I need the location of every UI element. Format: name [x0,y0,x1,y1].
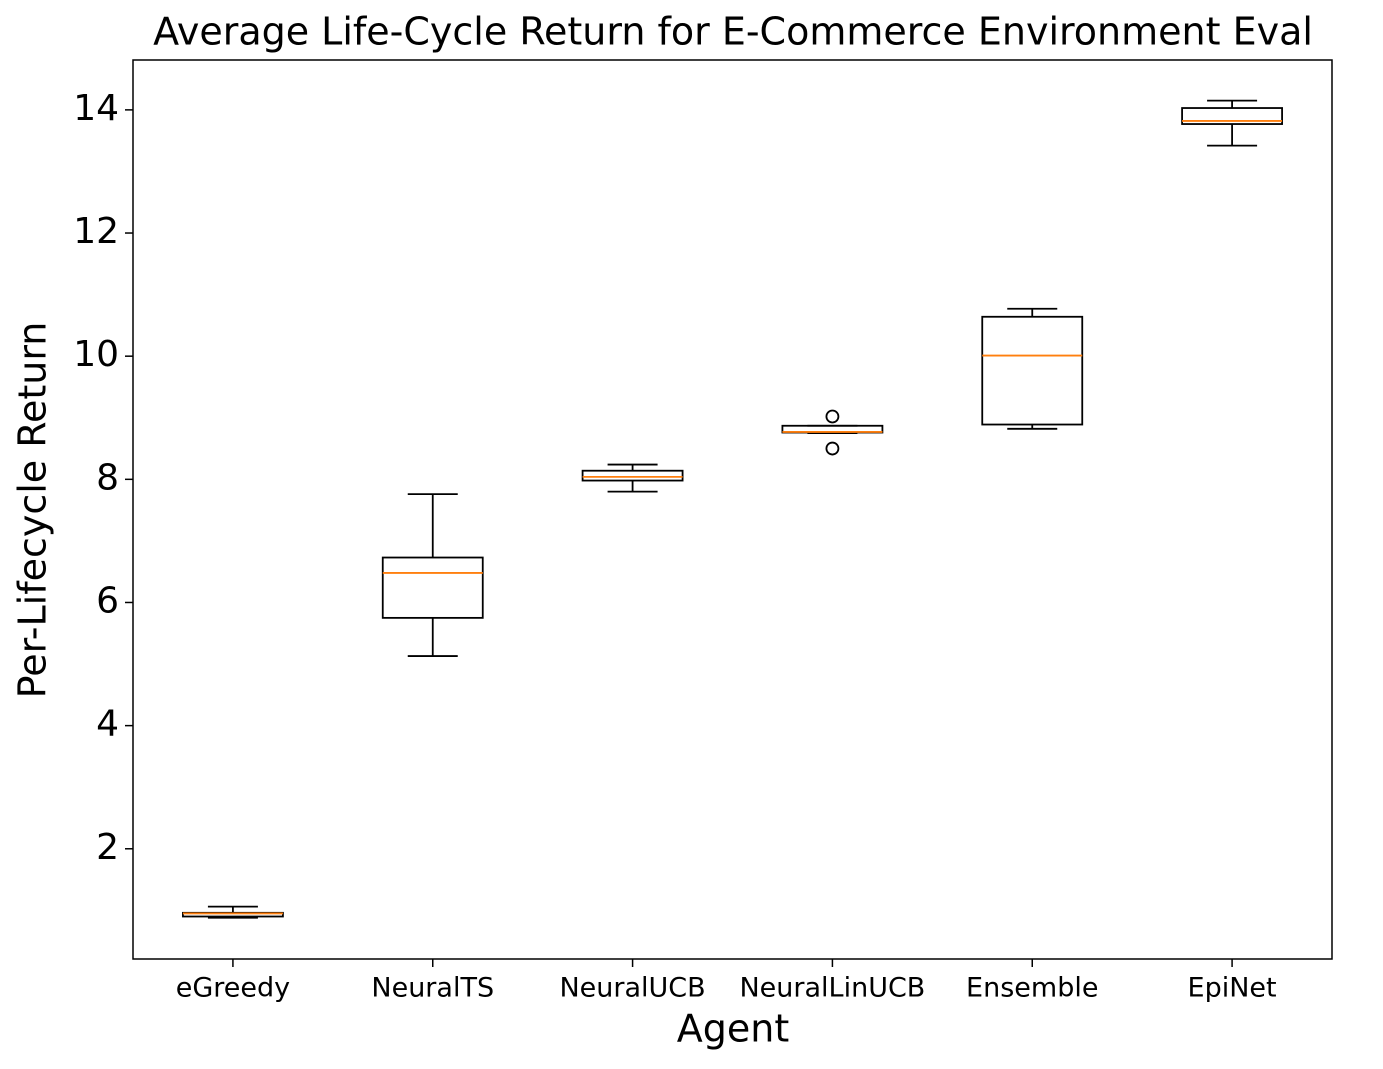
y-tick-label: 14 [73,88,119,129]
x-tick-label: NeuralLinUCB [739,973,925,1004]
y-tick-label: 4 [96,704,119,745]
plot-frame [132,59,1333,960]
y-tick-label: 6 [96,580,119,621]
box [1181,107,1283,125]
x-tick-label: NeuralUCB [559,973,705,1004]
x-tick-label: EpiNet [1188,973,1277,1004]
y-axis-label: Per-Lifecycle Return [11,322,55,699]
y-tick-label: 8 [96,457,119,498]
y-tick-label: 2 [96,827,119,868]
box [981,315,1084,426]
x-tick-label: Ensemble [966,973,1098,1004]
box [381,556,484,619]
x-axis-label: Agent [677,1007,789,1051]
y-tick-label: 12 [73,211,119,252]
chart-title: Average Life-Cycle Return for E-Commerce… [153,10,1313,54]
x-tick-label: NeuralTS [371,973,494,1004]
box [581,469,684,482]
flier [825,441,840,456]
flier [825,409,840,424]
y-tick-label: 10 [73,334,119,375]
x-tick-label: eGreedy [176,973,290,1004]
